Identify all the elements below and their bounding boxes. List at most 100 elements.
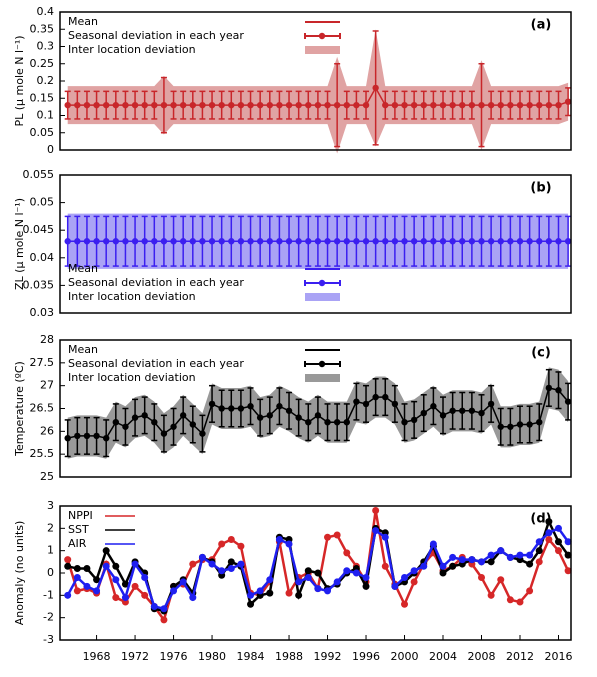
series-point xyxy=(439,569,447,577)
mean-point xyxy=(410,416,418,424)
series-point xyxy=(333,531,341,539)
y-tick-label: 0.3 xyxy=(37,40,55,53)
y-tick-label: 2 xyxy=(47,521,54,534)
series-point xyxy=(64,562,72,570)
series-point xyxy=(93,587,101,595)
series-point xyxy=(401,600,409,608)
series-point xyxy=(535,547,543,555)
y-tick-label: 0 xyxy=(47,566,54,579)
panel-label: (a) xyxy=(531,18,552,33)
mean-point xyxy=(218,238,225,245)
series-point xyxy=(218,540,226,548)
series-point xyxy=(410,578,418,586)
series-point xyxy=(150,603,158,610)
mean-point xyxy=(382,238,389,245)
mean-point xyxy=(391,400,399,408)
series-point xyxy=(102,562,110,570)
series-point xyxy=(121,580,129,588)
legend-label: Seasonal deviation in each year xyxy=(68,29,244,42)
series-point xyxy=(487,551,495,559)
legend-label: Seasonal deviation in each year xyxy=(68,357,244,370)
mean-point xyxy=(333,419,341,426)
series-point xyxy=(516,551,524,559)
mean-point xyxy=(64,434,71,442)
series-point xyxy=(535,538,543,546)
mean-point xyxy=(247,101,254,109)
series-point xyxy=(141,591,149,599)
mean-point xyxy=(237,101,245,109)
mean-point xyxy=(353,398,360,405)
series-point xyxy=(237,542,245,550)
y-tick-label: -1 xyxy=(43,588,54,601)
mean-point xyxy=(295,414,302,421)
series-point xyxy=(189,560,197,568)
mean-point xyxy=(391,101,399,109)
mean-point xyxy=(324,101,331,109)
legend-swatch xyxy=(318,360,326,368)
y-axis-label: ZL (μ mole N l⁻¹) xyxy=(13,198,26,290)
mean-point xyxy=(536,101,543,109)
series-point xyxy=(208,560,216,568)
series-point xyxy=(314,585,322,593)
x-tick-label: 1972 xyxy=(121,650,149,663)
mean-point xyxy=(516,238,524,245)
mean-point xyxy=(228,101,235,109)
y-axis-label: Anomaly (no units) xyxy=(13,521,26,626)
mean-point xyxy=(372,393,379,401)
mean-point xyxy=(64,238,71,245)
mean-point xyxy=(247,238,254,245)
y-tick-label: 0.055 xyxy=(23,168,55,181)
series-point xyxy=(285,540,293,548)
mean-point xyxy=(564,238,572,245)
mean-point xyxy=(189,238,197,245)
series-point xyxy=(266,576,274,584)
mean-point xyxy=(410,238,418,245)
mean-point xyxy=(102,434,110,442)
mean-point xyxy=(343,101,350,109)
series-point xyxy=(526,560,534,568)
y-axis-label: PL (μ mole N l⁻¹) xyxy=(13,35,26,126)
x-tick-label: 2016 xyxy=(544,650,572,663)
series-point xyxy=(429,540,437,548)
mean-point xyxy=(285,238,293,245)
mean-point xyxy=(507,238,514,245)
series-point xyxy=(112,594,120,602)
x-tick-label: 1976 xyxy=(160,650,188,663)
mean-point xyxy=(93,432,100,440)
mean-point xyxy=(170,423,177,430)
legend-swatch xyxy=(305,374,340,382)
series-point xyxy=(324,587,332,595)
mean-point xyxy=(74,238,81,245)
mean-point xyxy=(555,387,562,394)
legend-label: AIR xyxy=(68,537,87,550)
series-point xyxy=(198,553,206,561)
legend-label: Inter location deviation xyxy=(68,371,196,384)
series-point xyxy=(314,569,322,577)
mean-point xyxy=(420,238,427,245)
y-tick-label: 0.35 xyxy=(30,22,55,35)
mean-point xyxy=(324,238,331,245)
mean-point xyxy=(122,238,129,245)
plot-frame xyxy=(59,339,572,478)
mean-point xyxy=(295,101,302,109)
legend-swatch xyxy=(318,279,326,287)
mean-point xyxy=(305,419,312,426)
y-tick-label: 25 xyxy=(40,470,54,483)
series-point xyxy=(73,573,81,581)
mean-point xyxy=(170,238,177,245)
mean-point xyxy=(285,407,293,414)
mean-point xyxy=(372,238,379,245)
mean-point xyxy=(516,421,524,428)
series-point xyxy=(554,524,562,532)
mean-point xyxy=(459,407,466,414)
x-tick-label: 1980 xyxy=(198,650,226,663)
x-tick-label: 1992 xyxy=(314,650,342,663)
series-point xyxy=(343,567,351,575)
series-point xyxy=(121,594,129,602)
series-point xyxy=(83,565,91,573)
y-tick-label: 0.05 xyxy=(30,126,55,139)
mean-point xyxy=(199,238,206,245)
y-tick-label: 25.5 xyxy=(30,447,55,460)
mean-point xyxy=(382,393,389,401)
series-point xyxy=(478,573,486,581)
